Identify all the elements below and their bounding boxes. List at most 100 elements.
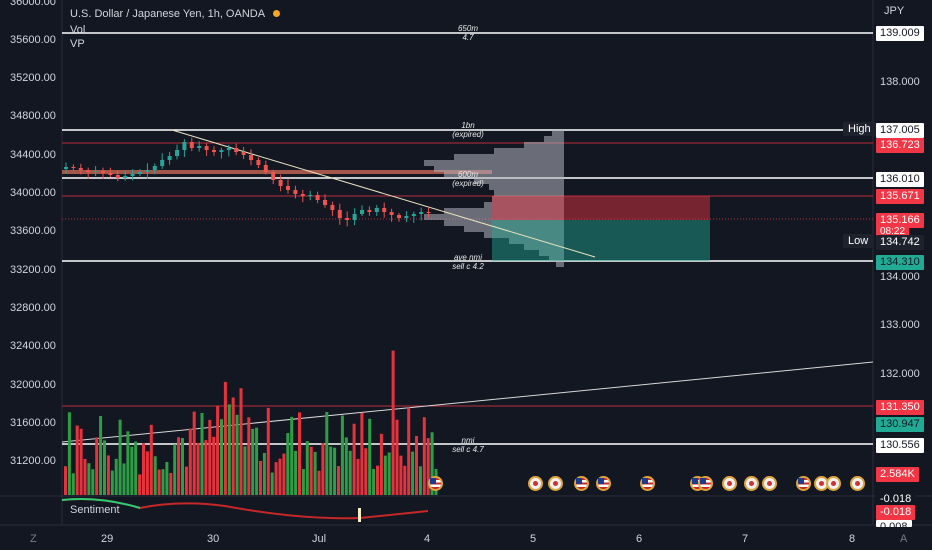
volume-bar xyxy=(220,419,223,495)
volume-bar xyxy=(329,446,333,495)
volume-bar xyxy=(407,407,411,495)
candle-body xyxy=(308,195,313,196)
us-flag-event-icon[interactable] xyxy=(796,476,811,491)
volume-bar xyxy=(337,466,340,495)
volume-profile-bar xyxy=(539,250,564,256)
volume-bar xyxy=(239,388,243,495)
us-flag-event-icon[interactable] xyxy=(574,476,589,491)
indicator-vol[interactable]: Vol xyxy=(70,24,86,36)
candle-body xyxy=(189,142,194,148)
volume-bar xyxy=(130,446,134,495)
us-flag-event-icon[interactable] xyxy=(640,476,655,491)
volume-profile-bar xyxy=(489,184,564,190)
candle-body xyxy=(130,174,135,176)
annotation-ave-nmi[interactable]: ave nmi sell c 4.2 xyxy=(440,253,496,271)
volume-bar xyxy=(173,444,177,495)
low-label: Low xyxy=(843,234,874,248)
annotation-text: ave nmi xyxy=(453,253,482,262)
volume-bar xyxy=(395,419,399,495)
us-flag-event-icon[interactable] xyxy=(428,476,443,491)
price-tag-low: 134.742 xyxy=(876,235,924,250)
volume-profile-bar xyxy=(444,208,564,214)
left-axis-tick: 34000.00 xyxy=(10,187,56,199)
volume-bar xyxy=(430,432,434,495)
annotation-600m[interactable]: 600m (expired) xyxy=(440,170,496,188)
volume-tag: 2.584K xyxy=(876,467,919,482)
stop-loss-zone xyxy=(492,196,710,220)
us-flag-event-icon[interactable] xyxy=(596,476,611,491)
right-axis-tick: 132.000 xyxy=(880,368,920,380)
left-axis-tick: 33600.00 xyxy=(10,225,56,237)
volume-bar xyxy=(364,448,368,495)
annotation-1bn[interactable]: 1bn (expired) xyxy=(440,121,496,139)
candle-body xyxy=(152,166,157,170)
volume-bar xyxy=(216,405,220,495)
candle-body xyxy=(145,170,150,172)
candle-body xyxy=(71,167,76,168)
volume-bar xyxy=(325,411,329,495)
volume-profile-bar xyxy=(444,172,564,178)
japan-event-icon[interactable] xyxy=(744,476,759,491)
us-flag-event-icon[interactable] xyxy=(698,476,713,491)
volume-profile-bar xyxy=(509,238,564,244)
candle-body xyxy=(197,146,202,148)
candle-body xyxy=(241,152,246,155)
volume-bar xyxy=(75,425,79,495)
candle-body xyxy=(108,173,113,175)
candle-body xyxy=(278,180,283,186)
price-tag-131350: 131.350 xyxy=(876,400,924,415)
candle-body xyxy=(167,156,172,160)
volume-bar xyxy=(83,458,87,495)
japan-event-icon[interactable] xyxy=(528,476,543,491)
volume-bar xyxy=(149,424,153,495)
candle-body xyxy=(352,214,357,220)
volume-bar xyxy=(223,381,227,495)
volume-bar xyxy=(122,463,126,495)
volume-bar xyxy=(196,442,200,495)
candle-body xyxy=(204,146,209,150)
candle-body xyxy=(389,212,394,215)
annotation-nmi[interactable]: nmi sell c 4.7 xyxy=(440,436,496,454)
volume-bar xyxy=(321,443,325,495)
volume-bar xyxy=(340,415,344,495)
zoom-toggle-button[interactable]: Z xyxy=(30,533,37,545)
candle-body xyxy=(64,167,68,169)
volume-bar xyxy=(255,427,259,495)
trendline-down xyxy=(171,129,596,258)
candle-body xyxy=(337,210,342,218)
japan-event-icon[interactable] xyxy=(722,476,737,491)
japan-event-icon[interactable] xyxy=(850,476,865,491)
time-axis-tick: 29 xyxy=(101,533,114,545)
auto-scale-button[interactable]: A xyxy=(900,533,908,545)
orange-zone xyxy=(62,170,492,174)
volume-bar xyxy=(79,428,83,495)
time-axis-tick: 4 xyxy=(424,533,431,545)
japan-event-icon[interactable] xyxy=(762,476,777,491)
volume-bar xyxy=(231,397,235,495)
volume-profile-bar xyxy=(454,154,564,160)
volume-bar xyxy=(415,436,418,495)
volume-bar xyxy=(106,455,110,495)
volume-profile-bar xyxy=(424,160,564,166)
sentiment-marker xyxy=(358,508,361,522)
annotation-650m[interactable]: 650m 4.7 xyxy=(440,24,496,42)
volume-bar xyxy=(192,411,196,495)
price-tag-136010: 136.010 xyxy=(876,172,924,187)
indicator-vp[interactable]: VP xyxy=(70,38,85,50)
volume-bar xyxy=(126,431,130,495)
price-tag-134310: 134.310 xyxy=(876,255,924,270)
symbol-legend[interactable]: U.S. Dollar / Japanese Yen, 1h, OANDA xyxy=(70,8,280,20)
volume-profile-bar xyxy=(424,214,564,220)
japan-event-icon[interactable] xyxy=(826,476,841,491)
volume-bar xyxy=(153,456,157,495)
left-axis-tick: 32400.00 xyxy=(10,340,56,352)
japan-event-icon[interactable] xyxy=(548,476,563,491)
volume-bar xyxy=(71,473,75,495)
candle-body xyxy=(115,175,120,178)
volume-profile-bar xyxy=(549,256,564,262)
symbol-title: U.S. Dollar / Japanese Yen, 1h, OANDA xyxy=(70,8,265,20)
volume-bar xyxy=(305,441,309,495)
volume-bar xyxy=(87,463,91,495)
